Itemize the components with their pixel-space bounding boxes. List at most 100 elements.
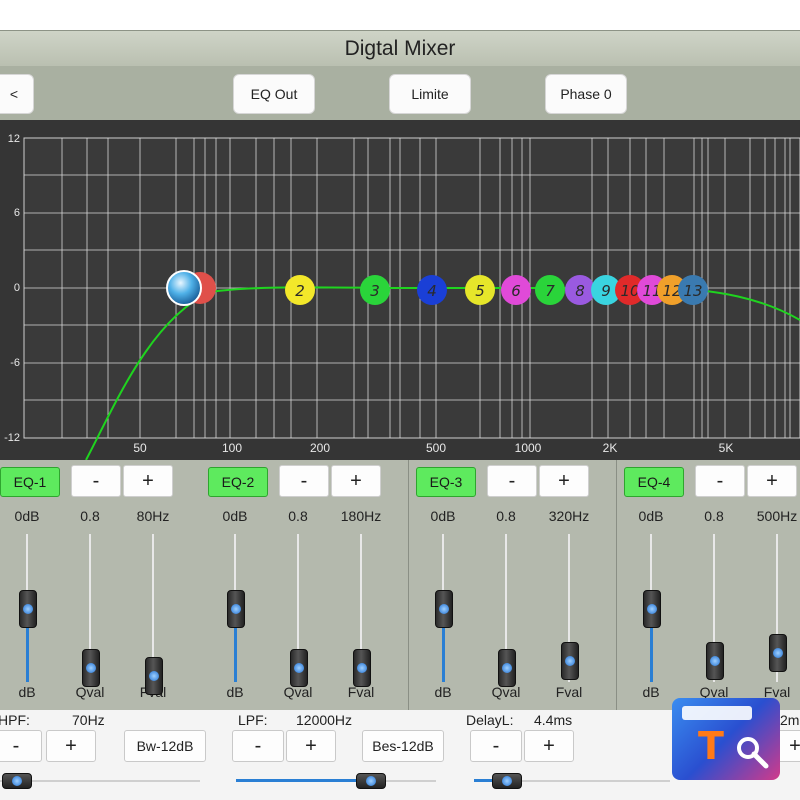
eq-gain-label: dB — [434, 684, 452, 700]
x-tick-label: 100 — [222, 441, 242, 455]
eq-gain-slider-knob[interactable] — [19, 590, 37, 628]
eq-node-number: 4 — [427, 282, 437, 300]
eq-node-circle[interactable] — [615, 275, 645, 305]
lpf-mode-button[interactable]: Bes-12dB — [362, 730, 444, 762]
eq-node-number: 3 — [370, 282, 380, 300]
eq-q-value: 0.8 — [288, 508, 308, 524]
eq-node-number: 12 — [662, 282, 681, 300]
eq-q-slider-knob[interactable] — [706, 641, 724, 680]
lpf-minus-button[interactable]: - — [232, 730, 284, 762]
eq-gain-slider-fill — [442, 608, 445, 682]
limite-button[interactable]: Limite — [389, 74, 471, 114]
delay-slider-track[interactable] — [474, 780, 670, 782]
eq-gain-value: 0dB — [14, 508, 40, 524]
eq-node-circle[interactable] — [360, 275, 390, 305]
x-tick-label: 1000 — [515, 441, 542, 455]
eq-q-slider-track[interactable] — [505, 534, 507, 682]
eq-plus-button[interactable]: + — [747, 465, 797, 497]
eq-freq-slider-knob[interactable] — [353, 649, 371, 688]
delay-minus-button[interactable]: - — [470, 730, 522, 762]
hpf-slider-knob[interactable] — [2, 773, 32, 789]
eq-q-label: Qval — [491, 684, 521, 700]
eq-q-value: 0.8 — [80, 508, 100, 524]
toolbar: < EQ Out Limite Phase 0 — [0, 66, 800, 120]
eq-freq-slider-knob[interactable] — [561, 641, 579, 680]
eq-freq-slider-track[interactable] — [360, 534, 362, 682]
eq-freq-value: 80Hz — [136, 508, 170, 524]
eq-node-number: 9 — [601, 282, 611, 300]
eq-node-circle[interactable] — [565, 275, 595, 305]
eq-band-label[interactable]: EQ-4 — [624, 467, 684, 497]
eq-plus-button[interactable]: + — [123, 465, 173, 497]
eq-q-value: 0.8 — [704, 508, 724, 524]
eq-graph[interactable]: 12 6 0 -6 -12 50 100 200 500 1000 2K 5K 2 3 4 5 6 7 8 9 10… — [0, 120, 800, 460]
phase-button[interactable]: Phase 0 — [545, 74, 627, 114]
eq-gain-slider-knob[interactable] — [643, 590, 661, 628]
eq-q-slider-track[interactable] — [89, 534, 91, 682]
eq-node-circle[interactable] — [465, 275, 495, 305]
hpf-slider-track[interactable] — [0, 780, 200, 782]
eq-minus-button[interactable]: - — [71, 465, 121, 497]
eq-out-button[interactable]: EQ Out — [233, 74, 315, 114]
eq-freq-value: 500Hz — [756, 508, 798, 524]
eq-gain-label: dB — [18, 684, 36, 700]
eq-q-slider-track[interactable] — [713, 534, 715, 682]
delay-r-value: 2ms — [780, 712, 800, 728]
eq-q-label: Qval — [699, 684, 729, 700]
eq-gain-value: 0dB — [638, 508, 664, 524]
eq-q-slider-knob[interactable] — [498, 649, 516, 688]
eq-gain-slider-knob[interactable] — [435, 590, 453, 628]
eq-freq-slider-track[interactable] — [152, 534, 154, 682]
eq-node-number: 7 — [545, 282, 555, 300]
x-tick-label: 500 — [426, 441, 446, 455]
eq-freq-slider-knob[interactable] — [145, 656, 163, 695]
eq-node-number: 13 — [683, 282, 702, 300]
hpf-minus-button[interactable]: - — [0, 730, 42, 762]
eq-band-label[interactable]: EQ-2 — [208, 467, 268, 497]
eq-node-1[interactable] — [166, 270, 202, 306]
y-axis-labels: 12 6 0 -6 -12 — [4, 133, 20, 444]
eq-q-slider-knob[interactable] — [290, 649, 308, 688]
delay-slider-knob[interactable] — [492, 773, 522, 789]
eq-node-circle[interactable] — [535, 275, 565, 305]
eq-node-number: 10 — [620, 282, 639, 300]
eq-freq-slider-track[interactable] — [568, 534, 570, 682]
eq-plus-button[interactable]: + — [331, 465, 381, 497]
eq-node-circle[interactable] — [591, 275, 621, 305]
eq-band-label[interactable]: EQ-3 — [416, 467, 476, 497]
eq-node-circle[interactable] — [285, 275, 315, 305]
lpf-label: LPF: — [238, 712, 268, 728]
eq-freq-slider-knob[interactable] — [769, 634, 787, 673]
eq-minus-button[interactable]: - — [695, 465, 745, 497]
eq-minus-button[interactable]: - — [487, 465, 537, 497]
eq-q-label: Qval — [75, 684, 105, 700]
filter-section: HPF: 70Hz - + Bw-12dB LPF: 12000Hz - + B… — [0, 710, 800, 800]
eq-q-slider-track[interactable] — [297, 534, 299, 682]
lpf-slider-knob[interactable] — [356, 773, 386, 789]
y-tick-label: -6 — [10, 357, 20, 369]
x-tick-label: 200 — [310, 441, 330, 455]
eq-plus-button[interactable]: + — [539, 465, 589, 497]
eq-node-circle[interactable] — [657, 275, 687, 305]
hpf-plus-button[interactable]: + — [46, 730, 96, 762]
delay-slider-fill — [474, 779, 508, 782]
eq-band-label[interactable]: EQ-1 — [0, 467, 60, 497]
delay-plus-button[interactable]: + — [524, 730, 574, 762]
eq-q-slider-knob[interactable] — [82, 649, 100, 688]
hpf-mode-button[interactable]: Bw-12dB — [124, 730, 206, 762]
eq-nodes[interactable]: 2 3 4 5 6 7 8 9 10 11 12 13 — [166, 270, 708, 306]
eq-node-circle[interactable] — [417, 275, 447, 305]
eq-node-circle[interactable] — [501, 275, 531, 305]
logo-tab-shape — [682, 706, 752, 720]
eq-freq-value: 180Hz — [340, 508, 382, 524]
eq-gain-label: dB — [226, 684, 244, 700]
eq-freq-slider-track[interactable] — [776, 534, 778, 682]
lpf-slider-fill — [236, 779, 366, 782]
lpf-plus-button[interactable]: + — [286, 730, 336, 762]
eq-node-circle[interactable] — [678, 275, 708, 305]
back-button[interactable]: < — [0, 74, 34, 114]
eq-minus-button[interactable]: - — [279, 465, 329, 497]
eq-gain-slider-knob[interactable] — [227, 590, 245, 628]
eq-q-value: 0.8 — [496, 508, 516, 524]
